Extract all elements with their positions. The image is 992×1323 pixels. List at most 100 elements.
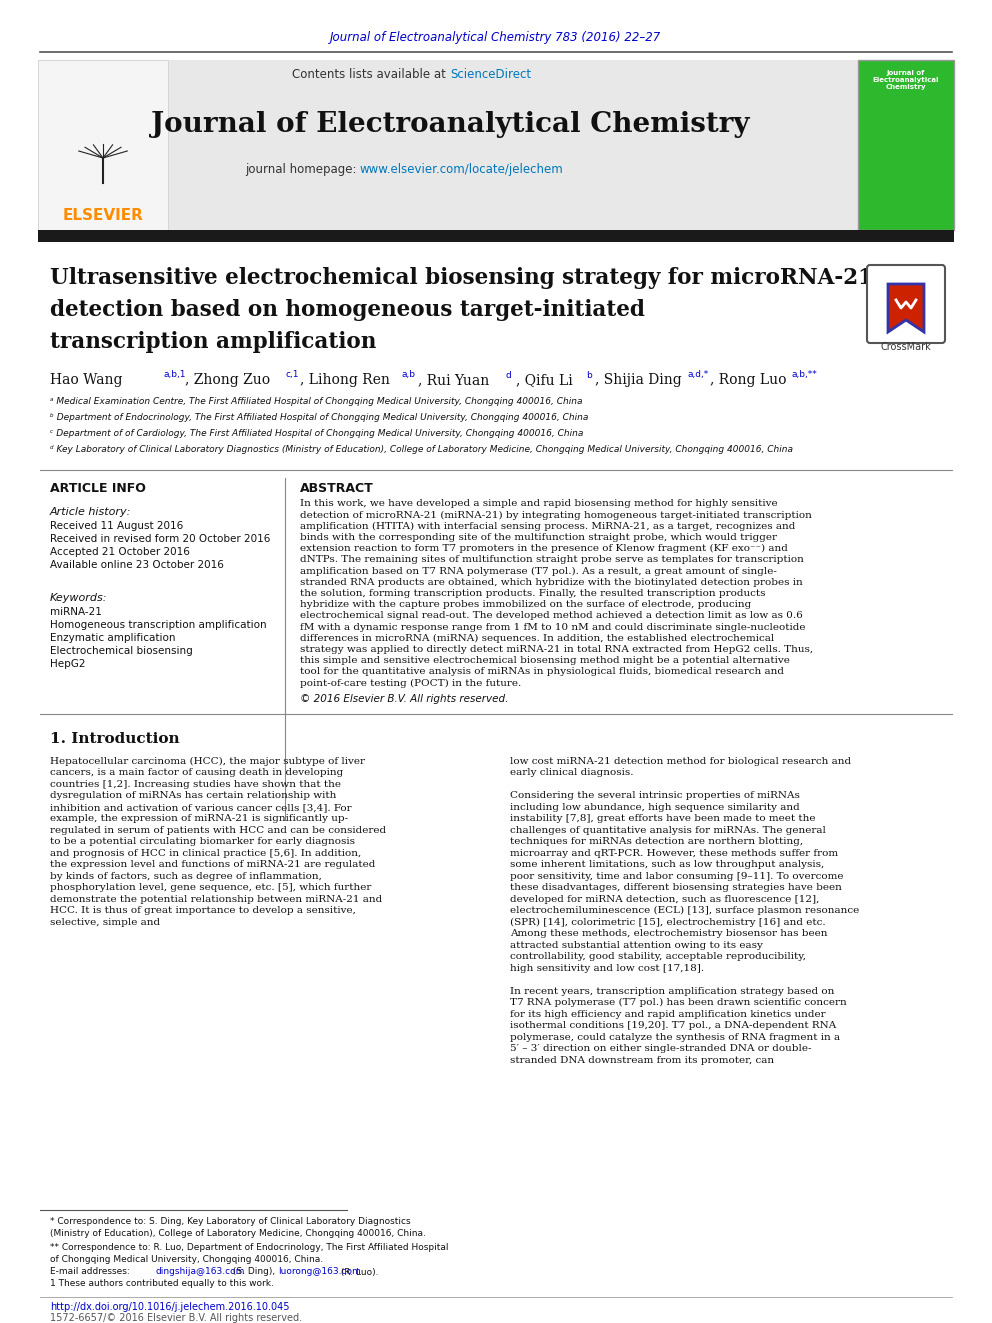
Text: isothermal conditions [19,20]. T7 pol., a DNA-dependent RNA: isothermal conditions [19,20]. T7 pol., … <box>510 1021 836 1031</box>
Text: to be a potential circulating biomarker for early diagnosis: to be a potential circulating biomarker … <box>50 837 355 847</box>
Text: polymerase, could catalyze the synthesis of RNA fragment in a: polymerase, could catalyze the synthesis… <box>510 1033 840 1043</box>
Text: b: b <box>586 370 592 380</box>
Text: selective, simple and: selective, simple and <box>50 918 160 927</box>
Text: HepG2: HepG2 <box>50 659 85 669</box>
Text: stranded DNA downstream from its promoter, can: stranded DNA downstream from its promote… <box>510 1056 774 1065</box>
Text: ᵇ Department of Endocrinology, The First Affiliated Hospital of Chongqing Medica: ᵇ Department of Endocrinology, The First… <box>50 414 588 422</box>
Polygon shape <box>888 284 924 332</box>
Text: point-of-care testing (POCT) in the future.: point-of-care testing (POCT) in the futu… <box>300 679 521 688</box>
Text: attracted substantial attention owing to its easy: attracted substantial attention owing to… <box>510 941 763 950</box>
Text: amplification based on T7 RNA polymerase (T7 pol.). As a result, a great amount : amplification based on T7 RNA polymerase… <box>300 566 777 576</box>
Text: CrossMark: CrossMark <box>881 343 931 352</box>
Text: Electrochemical biosensing: Electrochemical biosensing <box>50 646 192 656</box>
Text: this simple and sensitive electrochemical biosensing method might be a potential: this simple and sensitive electrochemica… <box>300 656 790 665</box>
Text: cancers, is a main factor of causing death in developing: cancers, is a main factor of causing dea… <box>50 769 343 778</box>
Text: (SPR) [14], colorimetric [15], electrochemistry [16] and etc.: (SPR) [14], colorimetric [15], electroch… <box>510 918 825 927</box>
Text: ELSEVIER: ELSEVIER <box>62 208 144 222</box>
Text: inhibition and activation of various cancer cells [3,4]. For: inhibition and activation of various can… <box>50 803 351 812</box>
Text: amplification (HTITA) with interfacial sensing process. MiRNA-21, as a target, r: amplification (HTITA) with interfacial s… <box>300 521 796 531</box>
Text: Received 11 August 2016: Received 11 August 2016 <box>50 521 184 531</box>
Text: hybridize with the capture probes immobilized on the surface of electrode, produ: hybridize with the capture probes immobi… <box>300 601 751 610</box>
Text: HCC. It is thus of great importance to develop a sensitive,: HCC. It is thus of great importance to d… <box>50 906 356 916</box>
Text: differences in microRNA (miRNA) sequences. In addition, the established electroc: differences in microRNA (miRNA) sequence… <box>300 634 774 643</box>
Text: Considering the several intrinsic properties of miRNAs: Considering the several intrinsic proper… <box>510 791 800 800</box>
Text: the expression level and functions of miRNA-21 are regulated: the expression level and functions of mi… <box>50 860 375 869</box>
Text: a,d,*: a,d,* <box>688 370 709 380</box>
Text: journal homepage:: journal homepage: <box>245 164 360 176</box>
Text: microarray and qRT-PCR. However, these methods suffer from: microarray and qRT-PCR. However, these m… <box>510 849 838 857</box>
Text: ᵈ Key Laboratory of Clinical Laboratory Diagnostics (Ministry of Education), Col: ᵈ Key Laboratory of Clinical Laboratory … <box>50 446 793 455</box>
Text: controllability, good stability, acceptable reproducibility,: controllability, good stability, accepta… <box>510 953 806 962</box>
Text: , Rui Yuan: , Rui Yuan <box>418 373 494 388</box>
Text: (Ministry of Education), College of Laboratory Medicine, Chongqing 400016, China: (Ministry of Education), College of Labo… <box>50 1229 426 1237</box>
Text: Enzymatic amplification: Enzymatic amplification <box>50 632 176 643</box>
Text: ABSTRACT: ABSTRACT <box>300 482 374 495</box>
Text: miRNA-21: miRNA-21 <box>50 607 102 617</box>
Text: Journal of
Electroanalytical
Chemistry: Journal of Electroanalytical Chemistry <box>873 70 939 90</box>
Text: luorong@163.com: luorong@163.com <box>278 1267 361 1277</box>
Text: Hao Wang: Hao Wang <box>50 373 127 388</box>
Text: some inherent limitations, such as low throughput analysis,: some inherent limitations, such as low t… <box>510 860 824 869</box>
Text: instability [7,8], great efforts have been made to meet the: instability [7,8], great efforts have be… <box>510 815 815 823</box>
Text: (S. Ding),: (S. Ding), <box>230 1267 278 1277</box>
Text: 1. Introduction: 1. Introduction <box>50 733 180 746</box>
Text: extension reaction to form T7 promoters in the presence of Klenow fragment (KF e: extension reaction to form T7 promoters … <box>300 544 788 553</box>
Text: by kinds of factors, such as degree of inflammation,: by kinds of factors, such as degree of i… <box>50 872 321 881</box>
Text: 1572-6657/© 2016 Elsevier B.V. All rights reserved.: 1572-6657/© 2016 Elsevier B.V. All right… <box>50 1312 303 1323</box>
Text: demonstrate the potential relationship between miRNA-21 and: demonstrate the potential relationship b… <box>50 894 382 904</box>
Text: fM with a dynamic response range from 1 fM to 10 nM and could discriminate singl: fM with a dynamic response range from 1 … <box>300 623 806 631</box>
Text: Homogeneous transcription amplification: Homogeneous transcription amplification <box>50 620 267 630</box>
Text: Journal of Electroanalytical Chemistry: Journal of Electroanalytical Chemistry <box>151 111 749 139</box>
Text: Received in revised form 20 October 2016: Received in revised form 20 October 2016 <box>50 534 271 544</box>
FancyBboxPatch shape <box>38 60 168 230</box>
Text: , Rong Luo: , Rong Luo <box>710 373 791 388</box>
Text: challenges of quantitative analysis for miRNAs. The general: challenges of quantitative analysis for … <box>510 826 826 835</box>
FancyBboxPatch shape <box>38 230 954 242</box>
Text: example, the expression of miRNA-21 is significantly up-: example, the expression of miRNA-21 is s… <box>50 815 348 823</box>
Text: dNTPs. The remaining sites of multifunction straight probe serve as templates fo: dNTPs. The remaining sites of multifunct… <box>300 556 804 565</box>
Text: ᵃ Medical Examination Centre, The First Affiliated Hospital of Chongqing Medical: ᵃ Medical Examination Centre, The First … <box>50 397 582 406</box>
Text: 5′ – 3′ direction on either single-stranded DNA or double-: 5′ – 3′ direction on either single-stran… <box>510 1044 811 1053</box>
Text: d: d <box>506 370 512 380</box>
Text: http://dx.doi.org/10.1016/j.jelechem.2016.10.045: http://dx.doi.org/10.1016/j.jelechem.201… <box>50 1302 290 1312</box>
Text: Among these methods, electrochemistry biosensor has been: Among these methods, electrochemistry bi… <box>510 929 827 938</box>
Text: c,1: c,1 <box>285 370 299 380</box>
Text: Hepatocellular carcinoma (HCC), the major subtype of liver: Hepatocellular carcinoma (HCC), the majo… <box>50 757 365 766</box>
Text: a,b,**: a,b,** <box>792 370 817 380</box>
Text: including low abundance, high sequence similarity and: including low abundance, high sequence s… <box>510 803 800 812</box>
Text: low cost miRNA-21 detection method for biological research and: low cost miRNA-21 detection method for b… <box>510 757 851 766</box>
Text: binds with the corresponding site of the multifunction straight probe, which wou: binds with the corresponding site of the… <box>300 533 777 542</box>
Text: high sensitivity and low cost [17,18].: high sensitivity and low cost [17,18]. <box>510 964 704 972</box>
Text: countries [1,2]. Increasing studies have shown that the: countries [1,2]. Increasing studies have… <box>50 779 341 789</box>
Text: ** Correspondence to: R. Luo, Department of Endocrinology, The First Affiliated : ** Correspondence to: R. Luo, Department… <box>50 1244 448 1253</box>
Text: of Chongqing Medical University, Chongqing 400016, China.: of Chongqing Medical University, Chongqi… <box>50 1254 323 1263</box>
FancyBboxPatch shape <box>858 60 954 230</box>
Text: these disadvantages, different biosensing strategies have been: these disadvantages, different biosensin… <box>510 884 842 893</box>
Text: In this work, we have developed a simple and rapid biosensing method for highly : In this work, we have developed a simple… <box>300 500 778 508</box>
Text: Contents lists available at: Contents lists available at <box>293 69 450 82</box>
Text: transcription amplification: transcription amplification <box>50 331 376 353</box>
Text: phosphorylation level, gene sequence, etc. [5], which further: phosphorylation level, gene sequence, et… <box>50 884 371 893</box>
Text: developed for miRNA detection, such as fluorescence [12],: developed for miRNA detection, such as f… <box>510 894 819 904</box>
Text: a,b,1: a,b,1 <box>164 370 186 380</box>
Text: dysregulation of miRNAs has certain relationship with: dysregulation of miRNAs has certain rela… <box>50 791 336 800</box>
Text: E-mail addresses:: E-mail addresses: <box>50 1267 133 1277</box>
Text: tool for the quantitative analysis of miRNAs in physiological fluids, biomedical: tool for the quantitative analysis of mi… <box>300 668 784 676</box>
Text: , Zhong Zuo: , Zhong Zuo <box>185 373 275 388</box>
Text: dingshija@163.com: dingshija@163.com <box>155 1267 244 1277</box>
Text: Available online 23 October 2016: Available online 23 October 2016 <box>50 560 224 570</box>
Text: detection of microRNA-21 (miRNA-21) by integrating homogeneous target-initiated : detection of microRNA-21 (miRNA-21) by i… <box>300 511 811 520</box>
Text: www.elsevier.com/locate/jelechem: www.elsevier.com/locate/jelechem <box>360 164 563 176</box>
Text: early clinical diagnosis.: early clinical diagnosis. <box>510 769 634 778</box>
Text: ᶜ Department of of Cardiology, The First Affiliated Hospital of Chongqing Medica: ᶜ Department of of Cardiology, The First… <box>50 430 583 438</box>
Text: Article history:: Article history: <box>50 507 131 517</box>
Text: Accepted 21 October 2016: Accepted 21 October 2016 <box>50 546 189 557</box>
Text: the solution, forming transcription products. Finally, the resulted transcriptio: the solution, forming transcription prod… <box>300 589 766 598</box>
Text: Ultrasensitive electrochemical biosensing strategy for microRNA-21: Ultrasensitive electrochemical biosensin… <box>50 267 873 288</box>
Text: 1 These authors contributed equally to this work.: 1 These authors contributed equally to t… <box>50 1278 274 1287</box>
Text: Journal of Electroanalytical Chemistry 783 (2016) 22–27: Journal of Electroanalytical Chemistry 7… <box>330 32 662 45</box>
Text: detection based on homogeneous target-initiated: detection based on homogeneous target-in… <box>50 299 645 321</box>
Text: , Lihong Ren: , Lihong Ren <box>300 373 394 388</box>
Text: electrochemical signal read-out. The developed method achieved a detection limit: electrochemical signal read-out. The dev… <box>300 611 803 620</box>
Text: T7 RNA polymerase (T7 pol.) has been drawn scientific concern: T7 RNA polymerase (T7 pol.) has been dra… <box>510 999 847 1007</box>
